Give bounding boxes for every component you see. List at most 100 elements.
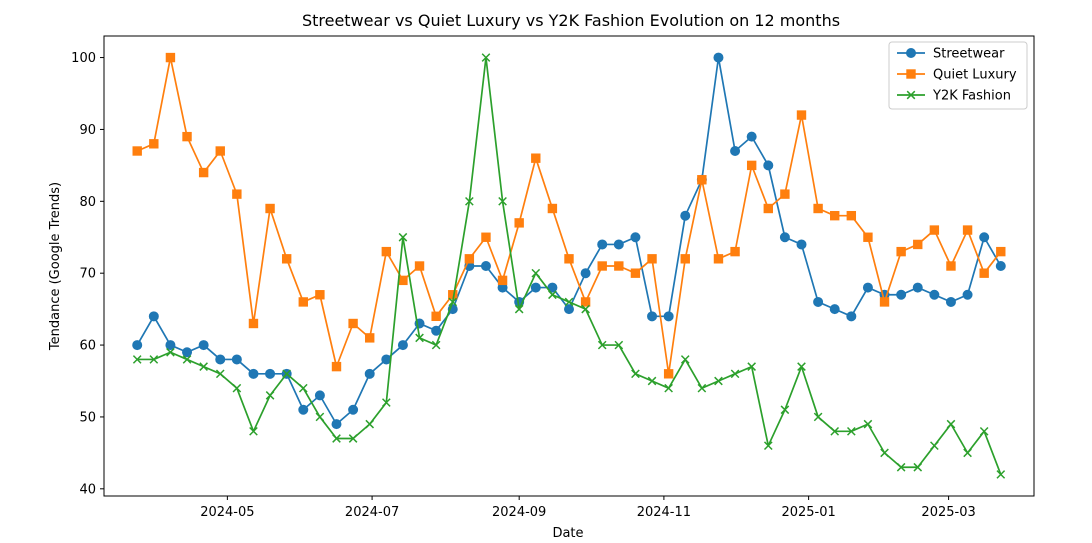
data-point (730, 246, 740, 257)
data-point (962, 289, 973, 300)
data-point (746, 160, 757, 171)
data-point (663, 311, 674, 322)
data-point (846, 210, 857, 221)
data-point (896, 462, 906, 472)
data-point (979, 232, 990, 243)
data-point (813, 412, 823, 422)
data-point (996, 246, 1006, 257)
data-point (215, 369, 225, 379)
data-point (497, 275, 508, 286)
data-point (846, 426, 856, 436)
data-point (780, 405, 790, 415)
data-point (780, 189, 790, 199)
data-point (979, 268, 989, 278)
data-point (564, 304, 574, 315)
data-point (913, 239, 923, 250)
data-point (398, 275, 408, 286)
data-point (431, 340, 441, 350)
data-point (265, 368, 276, 379)
data-point (580, 268, 591, 279)
data-point (531, 268, 541, 278)
data-point (813, 296, 824, 307)
y-tick-label: 80 (79, 195, 96, 210)
legend-label: Quiet Luxury (933, 68, 1017, 83)
data-point (597, 261, 607, 271)
data-point (548, 290, 557, 300)
data-point (182, 347, 193, 358)
chart-title: Streetwear vs Quiet Luxury vs Y2K Fashio… (302, 11, 840, 30)
data-point (282, 369, 292, 379)
data-point (647, 311, 658, 322)
legend-label: Y2K Fashion (932, 89, 1011, 104)
data-point (896, 289, 907, 300)
data-point (132, 355, 142, 364)
y-tick-label: 90 (79, 123, 96, 138)
data-point (182, 355, 192, 364)
data-point (149, 139, 159, 149)
data-point (763, 160, 774, 171)
data-point (580, 297, 591, 307)
data-point (165, 52, 176, 63)
data-point (348, 434, 358, 443)
data-point (912, 282, 923, 293)
data-point (863, 419, 873, 429)
data-point (530, 282, 541, 293)
data-point (232, 189, 242, 199)
data-point (597, 340, 607, 350)
data-point (348, 318, 358, 329)
data-point (298, 297, 308, 307)
data-point (465, 196, 474, 206)
data-point (713, 52, 724, 63)
data-point (630, 268, 641, 278)
data-point (481, 53, 491, 62)
data-point (132, 340, 143, 351)
data-point (531, 153, 541, 163)
data-point (797, 362, 806, 371)
data-point (514, 218, 524, 228)
data-point (613, 239, 624, 250)
legend-marker (906, 48, 916, 58)
data-point (265, 391, 275, 400)
data-point (714, 376, 723, 386)
data-point (779, 232, 790, 243)
data-point (763, 203, 773, 214)
data-point (963, 448, 972, 458)
data-point (364, 368, 375, 379)
data-point (381, 246, 392, 257)
data-point (945, 296, 956, 307)
data-point (148, 311, 159, 322)
data-point (331, 361, 342, 372)
data-point (431, 311, 441, 322)
y-tick-label: 100 (71, 51, 96, 66)
data-point (464, 254, 475, 264)
data-point (199, 362, 208, 371)
data-point (431, 325, 442, 336)
data-point (647, 376, 657, 386)
data-point (730, 369, 740, 379)
data-point (315, 290, 325, 300)
data-point (314, 390, 325, 401)
data-point (398, 232, 408, 242)
plot-area: 2024-05 2024-07 2024-09 2024-11 2025-01 2025-… (71, 35, 1035, 520)
data-point (796, 239, 807, 250)
data-point (830, 426, 840, 436)
data-point (930, 441, 939, 451)
data-point (996, 470, 1006, 479)
x-axis-label: Date (552, 526, 583, 541)
data-point (631, 369, 640, 379)
legend-box (888, 41, 1028, 110)
data-point (381, 398, 391, 407)
data-point (680, 254, 690, 264)
data-point (198, 167, 209, 178)
data-point (331, 419, 342, 430)
data-point (962, 225, 973, 235)
data-point (763, 441, 773, 451)
data-point (232, 383, 242, 393)
data-point (480, 261, 491, 271)
y-axis-label: Tendance (Google Trends) (48, 182, 63, 351)
data-point (265, 203, 275, 214)
data-point (946, 419, 956, 429)
data-point (365, 333, 375, 343)
x-tick-label: 2024-11 (637, 505, 691, 520)
data-point (796, 110, 807, 120)
